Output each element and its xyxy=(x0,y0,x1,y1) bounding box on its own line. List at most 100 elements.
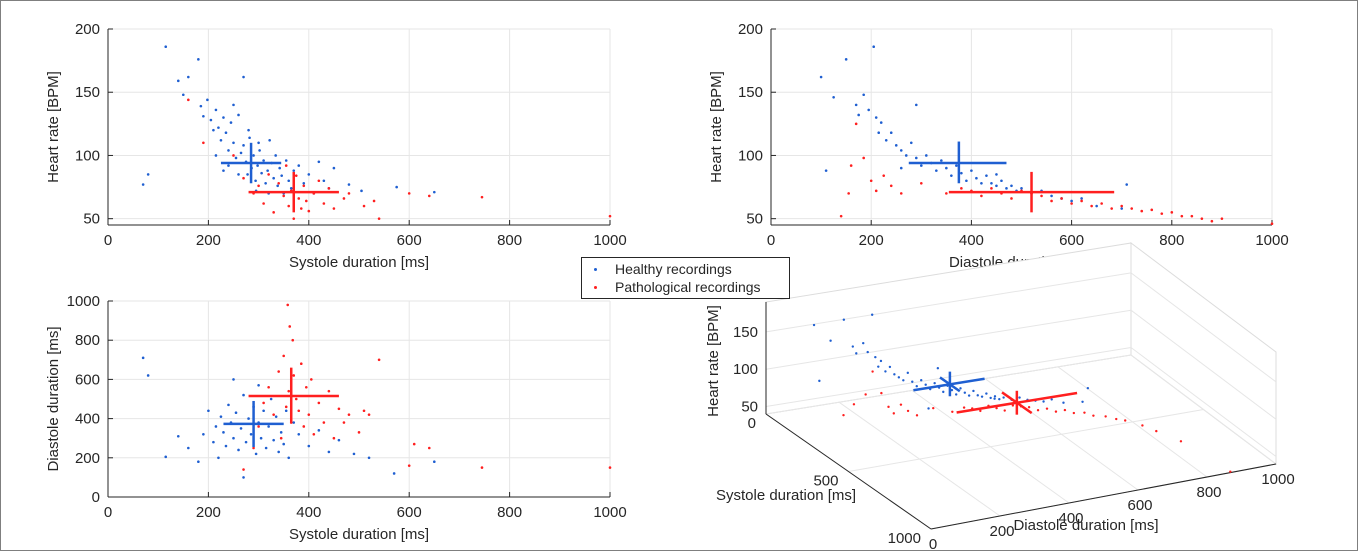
data-point xyxy=(262,159,265,162)
data-point xyxy=(282,194,286,198)
data-point xyxy=(332,436,336,440)
data-point xyxy=(372,199,376,203)
data-point xyxy=(254,452,258,456)
data-point xyxy=(237,448,240,452)
data-point xyxy=(1080,199,1083,203)
legend-entry-healthy: Healthy recordings xyxy=(588,260,732,278)
data-point xyxy=(1086,386,1090,390)
x-axis-label: Systole duration [ms] xyxy=(289,526,429,543)
data-point xyxy=(1070,199,1073,203)
data-point xyxy=(427,194,431,198)
data-point xyxy=(1115,417,1118,421)
plot-diastole-hr: 0200400600800100050100150200Diastole dur… xyxy=(708,21,1289,271)
data-point xyxy=(975,176,978,180)
data-point xyxy=(1060,197,1063,200)
y-tick-label: 1000 xyxy=(67,293,100,310)
data-point xyxy=(955,164,958,167)
data-point xyxy=(146,374,150,377)
data-point xyxy=(278,166,281,170)
y-axis-3d xyxy=(765,413,932,530)
data-point xyxy=(1070,202,1073,205)
data-point xyxy=(972,389,975,393)
data-point xyxy=(304,199,308,203)
data-point xyxy=(963,391,967,394)
data-point xyxy=(871,370,874,373)
data-point xyxy=(962,406,966,409)
y-tick-label: 150 xyxy=(75,84,100,101)
data-point xyxy=(202,114,205,118)
data-point xyxy=(1018,396,1021,399)
data-point xyxy=(264,181,267,185)
data-point xyxy=(202,432,205,436)
data-point xyxy=(1190,214,1194,218)
data-point xyxy=(870,313,874,316)
y-tick-label: 400 xyxy=(75,411,100,428)
legend: Healthy recordings Pathological recordin… xyxy=(581,257,790,299)
z-tick-label: 50 xyxy=(741,399,758,416)
data-point xyxy=(480,195,484,199)
grid-line-3d xyxy=(1130,347,1277,457)
x-tick-label: 1000 xyxy=(593,504,626,521)
plot-systole-hr: 0 200 400 600 800 1000 50 100 150 200 Systole dura… xyxy=(45,21,627,271)
data-point xyxy=(337,438,341,442)
data-point xyxy=(272,413,275,416)
data-point xyxy=(267,173,270,176)
y-tick-label: 200 xyxy=(75,450,100,467)
data-point xyxy=(277,370,280,373)
z-tick-label: 100 xyxy=(733,361,758,378)
grid-line-3d xyxy=(765,309,1132,370)
data-point xyxy=(812,323,816,327)
z-tick-label: 150 xyxy=(733,324,758,341)
series-healthy xyxy=(141,45,436,195)
data-point xyxy=(307,209,311,213)
data-point xyxy=(935,169,938,172)
data-point xyxy=(842,318,846,321)
data-point xyxy=(219,415,223,418)
data-point xyxy=(899,403,903,406)
data-point xyxy=(262,202,265,205)
data-point xyxy=(322,421,326,424)
data-point xyxy=(317,429,321,432)
data-point xyxy=(352,452,356,456)
data-point xyxy=(232,378,235,381)
data-point xyxy=(187,98,190,102)
data-point xyxy=(327,450,331,454)
data-point xyxy=(1170,211,1174,214)
plot-area xyxy=(108,301,610,497)
data-point xyxy=(299,207,303,210)
data-point xyxy=(1160,212,1164,215)
grid-line-3d xyxy=(765,272,1132,333)
data-point xyxy=(274,415,278,418)
data-point xyxy=(899,192,903,195)
data-point xyxy=(327,389,331,393)
data-point xyxy=(950,174,953,177)
data-point xyxy=(232,103,235,107)
data-point xyxy=(367,413,371,416)
data-point xyxy=(297,409,301,413)
data-point xyxy=(433,460,436,464)
data-point xyxy=(857,113,860,117)
data-point xyxy=(219,138,223,142)
data-point xyxy=(932,406,935,410)
y-tick-label: 200 xyxy=(75,21,100,38)
data-point xyxy=(272,211,275,214)
data-point xyxy=(914,103,918,107)
data-point xyxy=(247,128,250,132)
x-tick-label: 400 xyxy=(296,232,321,249)
data-point xyxy=(258,149,261,152)
data-point xyxy=(920,379,923,382)
data-point xyxy=(1150,208,1154,212)
data-point xyxy=(608,466,612,469)
data-point xyxy=(1120,204,1123,208)
data-point xyxy=(227,403,230,407)
data-point xyxy=(915,414,919,417)
data-point xyxy=(1229,470,1232,473)
x-tick-label: 1000 xyxy=(1261,471,1294,488)
y-tick-label: 800 xyxy=(75,332,100,349)
data-point xyxy=(302,184,306,188)
plot-area xyxy=(108,29,610,225)
x-tick-label: 0 xyxy=(929,536,937,550)
x-tick-label: 200 xyxy=(859,232,884,249)
data-point xyxy=(297,197,301,200)
data-point xyxy=(1080,197,1083,200)
